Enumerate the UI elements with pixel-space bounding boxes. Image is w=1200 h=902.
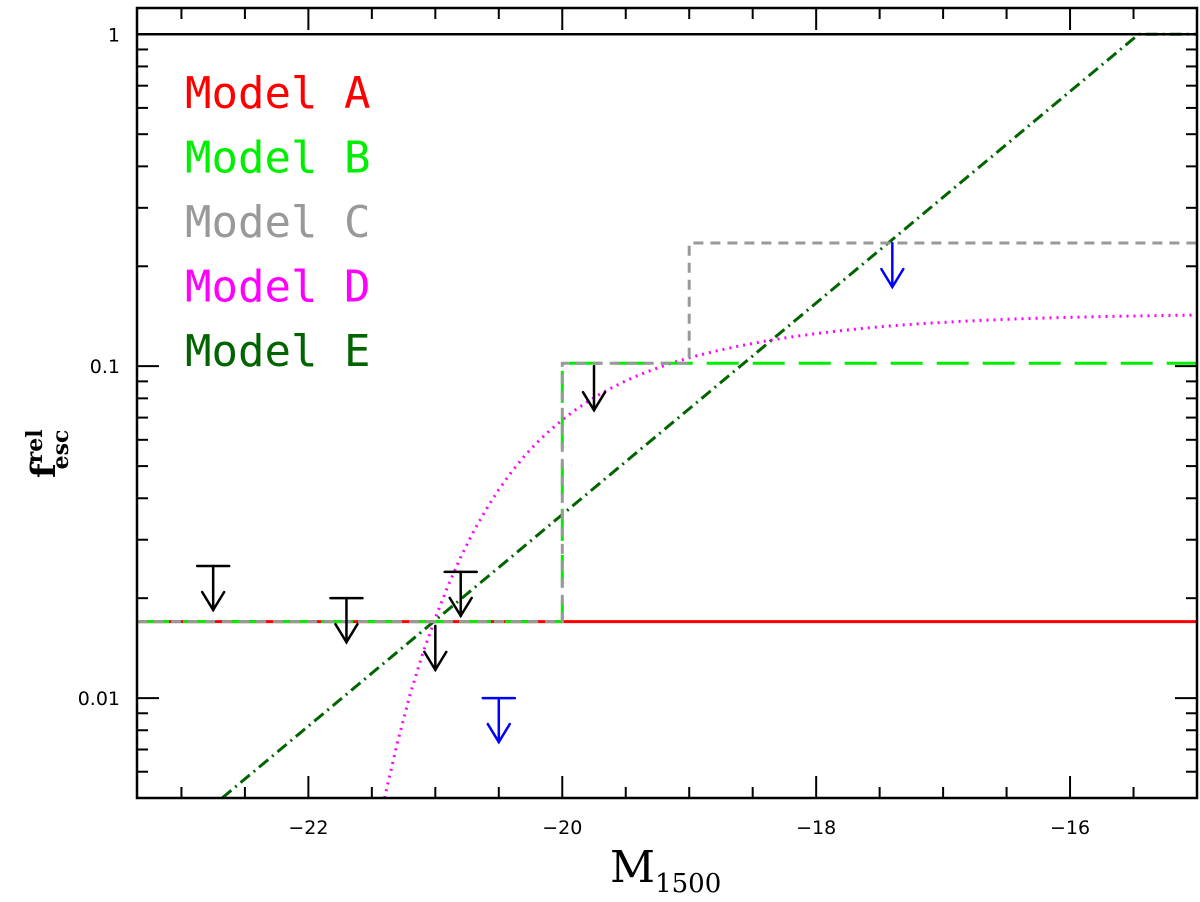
upper-limit-arrow-head (200, 590, 226, 613)
plot-frame (135, 6, 1199, 800)
upper-limit-marker (481, 696, 517, 745)
x-tick-label: −22 (288, 817, 328, 839)
x-axis-title-main: M (610, 842, 655, 893)
legend-entry-model-d: Model D (185, 262, 370, 313)
y-axis-title-main: f (24, 461, 64, 478)
legend-entry-model-e: Model E (185, 326, 370, 377)
upper-limit-arrow-head (581, 390, 607, 413)
x-tick-label: −18 (796, 817, 836, 839)
x-axis-title: M1500 (610, 842, 721, 899)
y-axis-title-superscript: rel (22, 429, 48, 463)
x-tick-label: −20 (542, 817, 582, 839)
upper-limit-marker (581, 364, 607, 413)
upper-limit-marker (329, 596, 364, 645)
upper-limit-marker (443, 570, 478, 619)
upper-limit-marker (195, 564, 231, 613)
y-axis-title: frelesc (22, 429, 74, 478)
legend-entry-model-b: Model B (185, 133, 370, 184)
x-axis-title-subscript: 1500 (655, 869, 721, 899)
legend-entry-model-c: Model C (185, 197, 370, 248)
upper-limit-arrow-head (486, 722, 512, 745)
y-axis-title-subscript: esc (48, 430, 74, 470)
upper-limit-arrow-head (334, 622, 359, 645)
axes: −22 −20 −18 −16 0.01 0.1 1 (78, 6, 1199, 839)
upper-limit-marker (880, 241, 905, 290)
y-tick-label: 1 (108, 24, 120, 46)
upper-limit-marker (423, 624, 448, 673)
upper-limit-arrow-head (448, 596, 473, 619)
upper-limit-arrow-head (880, 267, 905, 290)
legend-entry-model-a: Model A (185, 68, 370, 119)
x-tick-label: −16 (1050, 817, 1090, 839)
y-tick-label: 0.01 (78, 688, 120, 710)
upper-limit-arrow-head (423, 650, 448, 673)
legend: Model A Model B Model C Model D Model E (185, 68, 370, 377)
y-tick-label: 0.1 (90, 356, 120, 378)
series-line-model-d (383, 313, 1197, 798)
upper-limit-markers (195, 241, 905, 745)
